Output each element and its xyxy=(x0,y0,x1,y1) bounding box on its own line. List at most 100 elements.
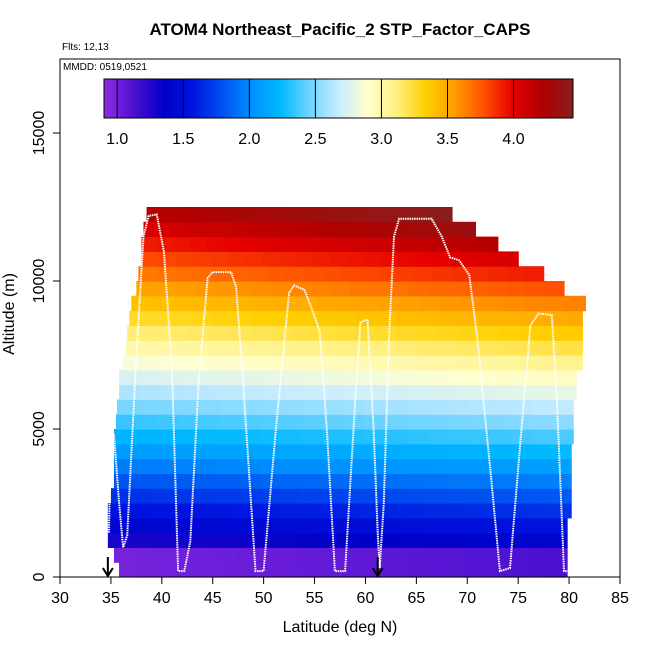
colorbar-swatch xyxy=(162,79,168,118)
colorbar-swatch xyxy=(205,79,211,118)
colorbar-swatch xyxy=(404,79,410,118)
colorbar-swatch xyxy=(330,79,336,118)
curtain-cell xyxy=(561,310,583,326)
curtain-cell xyxy=(243,369,266,386)
curtain-cell xyxy=(262,399,284,415)
y-axis: 0 5000 10000 15000 xyxy=(31,111,60,581)
colorbar-swatch xyxy=(487,79,492,118)
curtain-cell xyxy=(174,207,189,223)
curtain-cell xyxy=(316,532,339,548)
curtain-cell xyxy=(382,207,398,223)
colorbar-swatch xyxy=(502,79,508,118)
curtain-cell xyxy=(285,369,307,386)
curtain-cell xyxy=(194,281,215,297)
curtain-cell xyxy=(170,532,192,548)
colorbar-swatch xyxy=(569,79,574,118)
curtain-cell xyxy=(546,562,568,578)
colorbar-swatch xyxy=(522,79,527,118)
x-tick-label: 75 xyxy=(509,590,527,607)
curtain-cell xyxy=(271,207,286,223)
curtain-cell xyxy=(526,562,548,578)
curtain-cell xyxy=(137,399,160,415)
curtain-cell xyxy=(197,473,219,489)
colorbar-swatch xyxy=(518,79,523,118)
curtain-cell xyxy=(403,488,426,504)
curtain-cell xyxy=(345,399,367,415)
curtain-cell xyxy=(383,562,405,578)
curtain-cell xyxy=(168,325,190,341)
curtain-cell xyxy=(400,236,418,252)
curtain-cell xyxy=(467,458,489,474)
curtain-cell xyxy=(176,458,198,474)
curtain-cell xyxy=(321,473,344,489)
colorbar-swatch xyxy=(135,79,140,118)
curtain-cell xyxy=(550,443,572,460)
colorbar-swatch xyxy=(115,79,121,118)
curtain-cell xyxy=(155,281,176,297)
colorbar-swatch xyxy=(279,79,285,118)
curtain-cell xyxy=(415,251,434,267)
curtain-cell xyxy=(141,236,159,252)
colorbar-swatch xyxy=(397,79,402,118)
curtain-cell xyxy=(488,473,510,489)
colorbar-swatch xyxy=(158,79,164,118)
curtain-cell xyxy=(361,488,384,504)
curtain-cell xyxy=(313,325,335,341)
curtain-cell xyxy=(155,547,177,563)
curtain-cell xyxy=(446,473,468,489)
curtain-cell xyxy=(264,384,286,400)
curtain-cell xyxy=(479,310,501,326)
curtain-cell xyxy=(341,266,361,282)
curtain-cell xyxy=(134,547,156,563)
curtain-cell xyxy=(472,369,494,386)
colorbar-swatch xyxy=(178,79,183,118)
curtain-cell xyxy=(498,355,521,371)
curtain-cell xyxy=(185,355,208,371)
curtain-cell xyxy=(513,384,536,400)
curtain-cell xyxy=(217,443,240,460)
colorbar-swatch xyxy=(483,79,488,118)
curtain-cell xyxy=(360,503,383,519)
curtain-cell xyxy=(271,236,288,252)
curtain-cell xyxy=(531,429,553,445)
curtain-cell xyxy=(402,547,424,563)
curtain-cell xyxy=(175,266,195,282)
curtain-cell xyxy=(375,325,397,341)
curtain-cell xyxy=(487,488,509,504)
curtain-cell xyxy=(253,532,276,548)
curtain-cell xyxy=(381,547,403,563)
curtain-cell xyxy=(309,221,326,238)
colorbar-swatch xyxy=(275,79,281,118)
colorbar-swatch xyxy=(139,79,144,118)
curtain-cell xyxy=(451,369,473,386)
curtain-cell xyxy=(146,207,162,223)
curtain-cell xyxy=(191,532,213,548)
curtain-cell xyxy=(339,221,356,238)
curtain-cell xyxy=(303,414,325,430)
colorbar-swatch xyxy=(381,79,386,118)
colorbar-swatch xyxy=(537,79,543,118)
curtain-cell xyxy=(505,281,526,297)
curtain-cell xyxy=(253,517,276,534)
curtain-cell xyxy=(295,251,314,267)
colorbar-swatch xyxy=(217,79,222,118)
curtain-cell xyxy=(239,429,261,445)
curtain-cell xyxy=(209,340,231,356)
curtain-cell xyxy=(465,562,487,578)
curtain-cell xyxy=(233,281,254,297)
curtain-cell xyxy=(158,399,180,415)
curtain-cell xyxy=(189,325,211,341)
colorbar-swatch xyxy=(510,79,515,118)
curtain-cell xyxy=(311,281,332,297)
colorbar-swatch xyxy=(268,79,273,118)
curtain-cell xyxy=(227,355,249,371)
curtain-cell xyxy=(322,266,342,282)
curtain-cell xyxy=(173,221,190,238)
curtain-cell xyxy=(499,340,521,356)
curtain-cell xyxy=(319,236,337,252)
curtain-cell xyxy=(436,355,458,371)
curtain-cell xyxy=(306,384,328,400)
curtain-cell xyxy=(243,384,266,400)
curtain-cell xyxy=(302,562,324,578)
